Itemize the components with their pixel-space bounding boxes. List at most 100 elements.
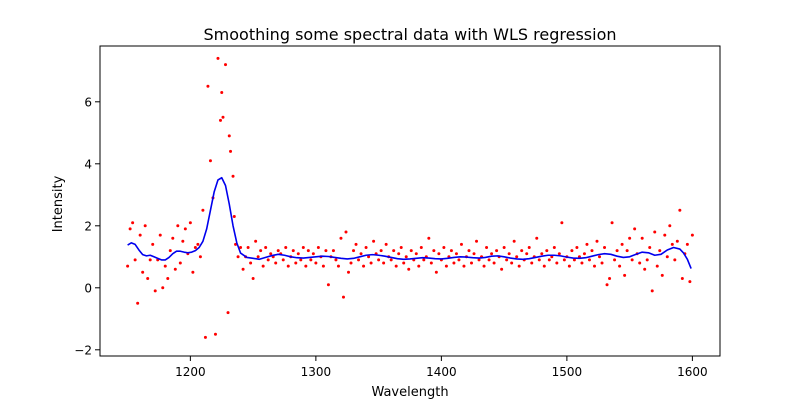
- data-point: [628, 236, 632, 240]
- data-point: [178, 261, 182, 265]
- data-point: [434, 270, 438, 274]
- y-axis-label: Intensity: [51, 175, 66, 232]
- data-point: [422, 258, 426, 262]
- y-tick-label: 4: [84, 157, 92, 171]
- data-point: [183, 227, 187, 231]
- data-point: [291, 249, 295, 253]
- data-point: [638, 261, 642, 265]
- data-point: [384, 242, 388, 246]
- data-point: [176, 224, 180, 228]
- data-point: [630, 258, 634, 262]
- data-point: [487, 258, 491, 262]
- plot-area: [126, 56, 694, 339]
- data-point: [357, 258, 361, 262]
- data-point: [372, 239, 376, 243]
- data-point: [148, 258, 152, 262]
- data-point: [575, 246, 579, 249]
- data-point: [472, 252, 476, 256]
- data-point: [296, 252, 300, 256]
- data-point: [417, 264, 421, 268]
- data-point: [640, 236, 644, 240]
- data-point: [377, 258, 381, 262]
- data-point: [389, 258, 393, 262]
- plot-series-group: [126, 56, 694, 339]
- x-tick-label: 1200: [175, 365, 206, 379]
- data-point: [151, 242, 155, 246]
- data-point: [660, 273, 664, 277]
- data-point: [334, 258, 338, 262]
- data-point: [321, 264, 325, 268]
- data-point: [520, 249, 524, 253]
- data-point: [341, 295, 345, 299]
- data-point: [645, 258, 649, 262]
- data-point: [603, 246, 607, 249]
- data-point: [567, 264, 571, 268]
- data-point: [206, 84, 210, 88]
- data-point: [276, 249, 280, 253]
- data-point: [547, 258, 551, 262]
- data-point: [477, 258, 481, 262]
- data-point: [512, 239, 516, 243]
- data-point: [620, 242, 624, 246]
- data-point: [500, 267, 504, 271]
- data-point: [264, 246, 268, 249]
- data-point: [615, 249, 619, 253]
- data-point: [352, 249, 356, 253]
- data-point: [331, 249, 335, 253]
- data-point: [131, 221, 135, 225]
- data-point: [570, 249, 574, 253]
- data-point: [231, 174, 235, 178]
- data-point: [203, 335, 207, 339]
- data-point: [254, 239, 258, 243]
- data-point: [675, 239, 679, 243]
- data-point: [399, 246, 403, 249]
- data-point: [251, 277, 255, 280]
- data-point: [690, 233, 694, 237]
- data-point: [236, 255, 240, 259]
- data-point: [216, 56, 220, 60]
- data-point: [590, 249, 594, 253]
- data-point: [650, 289, 654, 293]
- data-point: [452, 261, 456, 265]
- y-tick-label: 0: [84, 281, 92, 295]
- data-point: [432, 249, 436, 253]
- data-point: [407, 267, 411, 271]
- data-point: [540, 252, 544, 256]
- data-point: [454, 252, 458, 256]
- data-point: [437, 252, 441, 256]
- data-point: [492, 261, 496, 265]
- data-point: [218, 118, 222, 122]
- data-point: [507, 252, 511, 256]
- data-point: [143, 224, 147, 228]
- data-point: [670, 242, 674, 246]
- data-point: [592, 264, 596, 268]
- data-point: [241, 267, 245, 271]
- data-point: [462, 264, 466, 268]
- data-point: [138, 233, 142, 237]
- data-point: [171, 236, 175, 240]
- data-point: [397, 252, 401, 256]
- data-point: [304, 264, 308, 268]
- plot-frame: [99, 45, 721, 357]
- data-point: [427, 236, 431, 240]
- data-point: [560, 221, 564, 225]
- data-point: [259, 249, 263, 253]
- data-point: [181, 239, 185, 243]
- data-point: [221, 115, 225, 119]
- data-point: [196, 242, 200, 246]
- data-point: [336, 264, 340, 268]
- data-point: [158, 233, 162, 237]
- data-point: [402, 261, 406, 265]
- data-point: [220, 91, 224, 94]
- data-point: [166, 277, 170, 280]
- data-point: [367, 255, 371, 259]
- data-point: [314, 261, 318, 265]
- data-point: [663, 233, 667, 237]
- x-tick-label: 1400: [426, 365, 457, 379]
- data-point: [133, 258, 137, 262]
- data-point: [274, 261, 278, 265]
- data-point: [535, 236, 539, 240]
- data-point: [610, 221, 614, 225]
- data-point: [648, 246, 652, 249]
